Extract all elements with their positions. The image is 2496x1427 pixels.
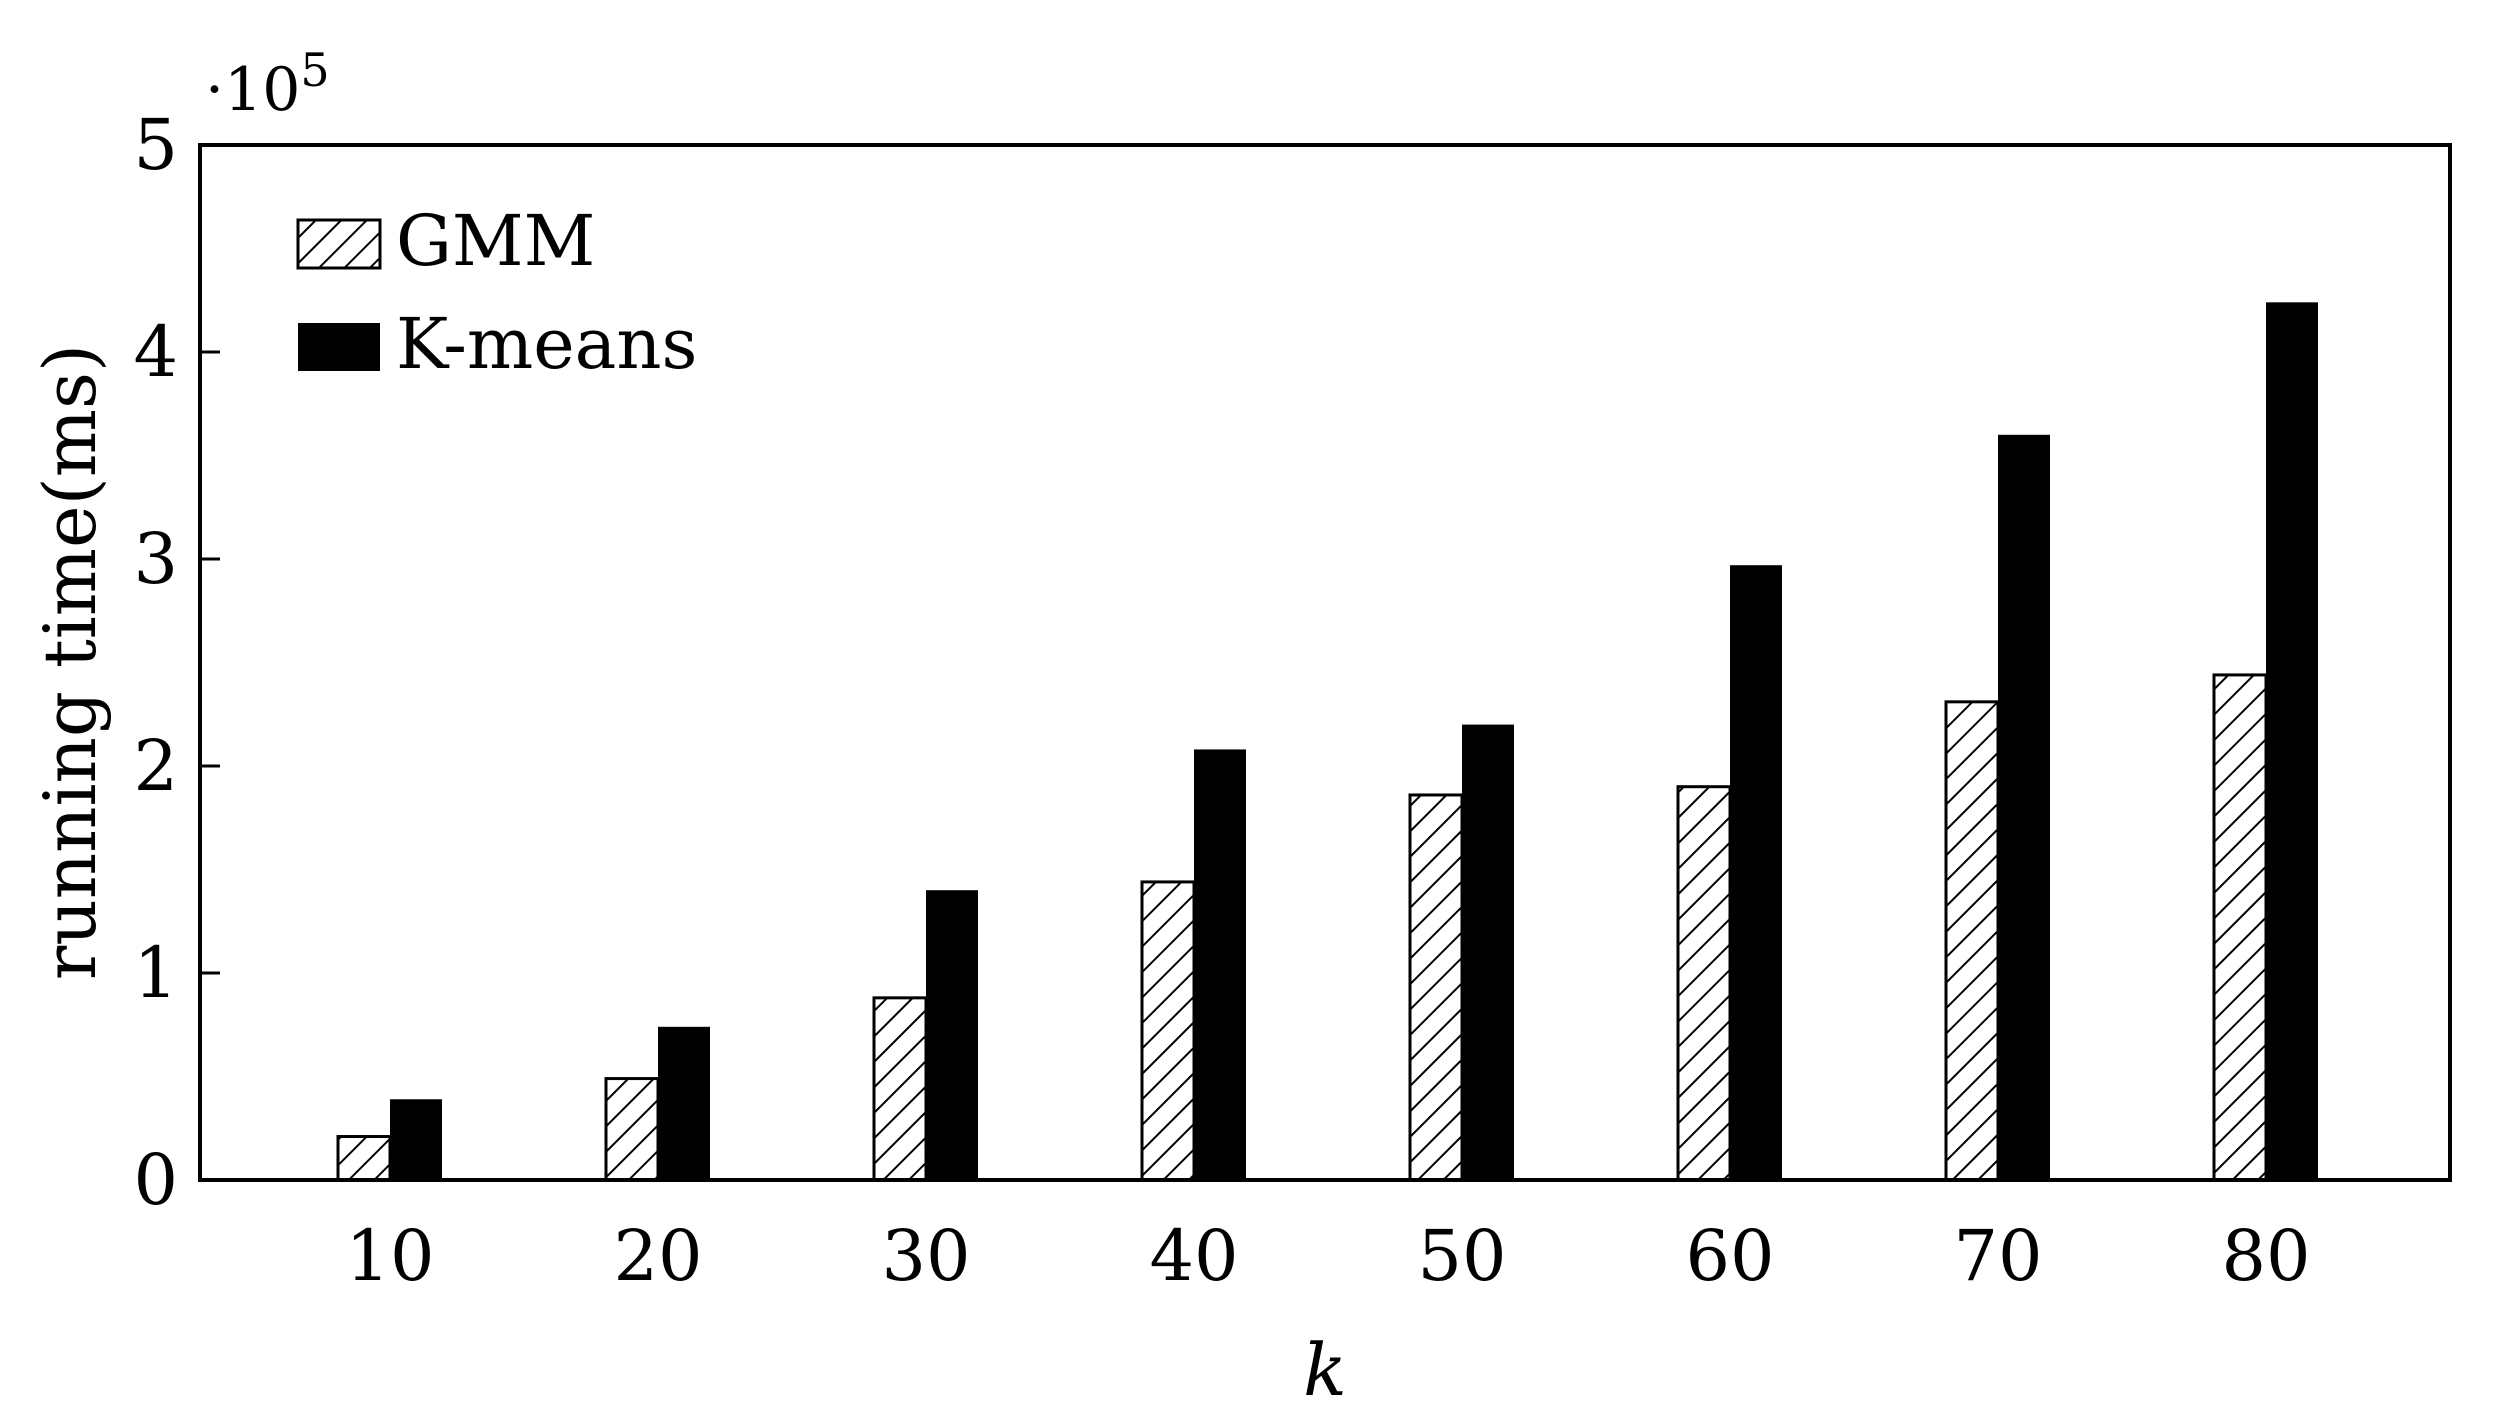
bars [336,302,2318,1182]
bar-gmm [1676,785,1732,1182]
bar-gmm [604,1077,660,1182]
bar-gmm [1140,880,1196,1182]
bar-kmeans [926,890,978,1180]
y-tick-label: 5 [133,104,178,186]
x-tick-label: 40 [1149,1215,1238,1297]
x-axis-title: k [1303,1328,1347,1412]
x-tick-label: 50 [1417,1215,1506,1297]
y-tick-label: 0 [133,1139,178,1221]
y-axis-title: running time(ms) [28,344,112,980]
bar-kmeans [1194,749,1246,1180]
legend-label-gmm: GMM [396,200,595,282]
bar-gmm [1944,700,2000,1182]
bar-kmeans [1998,434,2050,1180]
y-multiplier-label: ·105 [205,43,330,125]
bar-kmeans [390,1099,442,1180]
x-tick-label: 20 [613,1215,702,1297]
bar-kmeans [1462,724,1514,1180]
y-tick-label: 2 [133,725,178,807]
legend-swatch-kmeans [298,323,380,371]
legend-label-kmeans: K-means [396,303,697,385]
bar-kmeans [1730,565,1782,1180]
x-tick-label: 10 [345,1215,434,1297]
y-multiplier-exponent: 5 [300,43,329,97]
x-tick-label: 30 [881,1215,970,1297]
bar-gmm [2212,673,2268,1182]
x-tick-label: 70 [1953,1215,2042,1297]
bar-gmm [336,1135,392,1182]
legend: GMM K-means [296,200,697,385]
bar-gmm [1408,793,1464,1182]
x-tick-label: 60 [1685,1215,1774,1297]
bar-gmm [872,996,928,1182]
x-axis-ticks: 10 20 30 40 50 60 70 80 [345,1160,2311,1297]
legend-swatch-gmm [296,218,382,270]
bar-kmeans [658,1026,710,1180]
plot-frame [198,143,2452,1182]
x-tick-label: 80 [2221,1215,2310,1297]
y-axis-ticks: 0 1 2 3 4 5 [133,104,220,1221]
y-tick-label: 3 [133,518,178,600]
y-tick-label: 4 [133,311,178,393]
y-tick-label: 1 [133,932,178,1014]
bar-kmeans [2266,302,2318,1180]
